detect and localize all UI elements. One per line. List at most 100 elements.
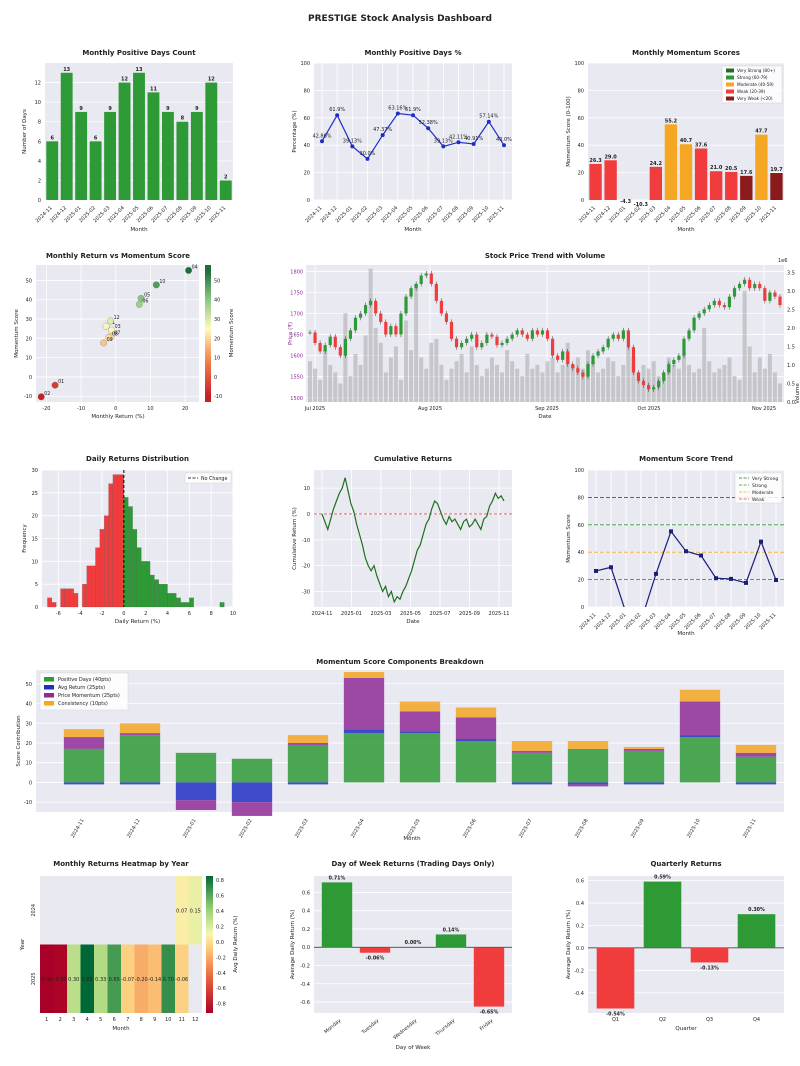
bar	[737, 914, 776, 948]
candle	[540, 330, 545, 335]
x-tick-label: 2025-04	[350, 818, 366, 839]
data-label: 17.6	[740, 170, 753, 176]
volume-bar	[348, 376, 353, 402]
volume-bar	[414, 283, 419, 402]
colorbar-tick: 0.4	[216, 909, 224, 915]
x-tick-label: 2	[144, 611, 147, 617]
x-tick-label: 2025-02	[238, 818, 254, 839]
bar	[694, 148, 708, 200]
data-point	[426, 126, 431, 131]
data-label: 29.0	[604, 154, 617, 160]
y-tick-label: 0.2	[302, 927, 310, 933]
legend-swatch	[726, 82, 734, 87]
cell-label: -0.14	[148, 977, 161, 983]
candle	[439, 300, 443, 314]
volume-bar	[404, 320, 409, 402]
y-axis-label: Frequency	[22, 524, 28, 553]
scatter-point	[102, 322, 110, 330]
colorbar-tick: -0.2	[216, 955, 226, 961]
cell-label: -0.07	[121, 977, 134, 983]
y-tick-label: -0.2	[300, 964, 310, 970]
stacked-bar-segment	[735, 782, 777, 785]
x-tick-label: 9	[153, 1017, 156, 1023]
y-tick-label: 1500	[290, 396, 303, 402]
volume-bar	[747, 346, 752, 402]
x-tick-label: 2025-08	[574, 818, 590, 839]
stacked-bar-segment	[567, 748, 609, 783]
volume-bar	[621, 364, 626, 402]
volume-bar	[444, 379, 449, 402]
chart-score-components: 2024-11 2024-12 2025-01 2025-02 2025-03 2025-…	[24, 670, 784, 839]
legend-label: Moderate (40-59)	[737, 82, 774, 87]
data-label: 47.37%	[373, 127, 392, 133]
data-label: 19.7	[770, 167, 783, 173]
volume-bar	[737, 379, 742, 402]
volume-bar	[580, 368, 585, 402]
data-point	[759, 539, 763, 544]
stacked-bar-segment	[679, 735, 721, 738]
stacked-bar-segment	[231, 802, 273, 816]
y-tick-label: 80	[304, 88, 310, 94]
x-axis-label: Monthly Return (%)	[91, 414, 144, 420]
histogram-bar	[123, 497, 129, 608]
candle	[647, 385, 651, 390]
legend-label: Weak	[752, 497, 765, 503]
volume-bar	[373, 327, 378, 402]
data-point	[669, 529, 673, 534]
chart-quarterly-returns: -0.54%Q1 0.59% Q2 -0.13% Q3 0.30% Q4 -0.4 -0.2 0.…	[574, 875, 784, 1023]
candle	[404, 296, 408, 314]
y2-tick-label: 0.5	[787, 381, 795, 387]
y-tick-label: 0	[35, 605, 38, 611]
x-tick-label: 2024-11	[70, 818, 86, 839]
bar	[359, 947, 391, 953]
y2-tick-label: 3.0	[787, 289, 795, 295]
x-tick-label: 10	[147, 406, 153, 412]
y-tick-label: 10	[32, 559, 38, 565]
candle	[712, 300, 716, 306]
chart-price-volume: 1500 1550 1600 1650 1700 1750 1800 0.0 0.5 1.0 1.5…	[290, 265, 795, 412]
candle	[758, 283, 762, 289]
volume-bar	[429, 342, 434, 402]
data-label: 9	[195, 106, 199, 112]
scatter-point	[100, 339, 108, 347]
volume-bar	[363, 335, 368, 402]
y-tick-label: 4	[38, 159, 41, 165]
colorbar-tick: 40	[214, 298, 220, 304]
colorbar-label: Avg Daily Return (%)	[233, 915, 239, 972]
colorbar-tick: -0.8	[216, 1002, 226, 1008]
y-tick-label: 40	[578, 143, 584, 149]
data-label: 52.38%	[419, 120, 438, 126]
stacked-bar-segment	[567, 784, 609, 787]
histogram-bar	[99, 529, 105, 608]
bar	[679, 144, 693, 200]
legend-swatch	[726, 89, 734, 94]
x-axis-label: Month	[403, 836, 421, 842]
x-tick-label: -6	[56, 611, 61, 617]
stacked-bar-segment	[287, 744, 329, 783]
y-tick-label: 0.2	[576, 923, 584, 929]
y-axis-label: Year	[20, 938, 26, 951]
y-axis-label: Number of Days	[22, 109, 28, 154]
y-tick-label: 40	[578, 550, 584, 556]
volume-bar	[767, 353, 772, 402]
y-tick-label: 2024	[31, 904, 37, 917]
candle	[545, 330, 550, 339]
x-tick-label: 6	[188, 611, 191, 617]
y-tick-label: 60	[578, 116, 584, 122]
candle	[778, 296, 782, 306]
x-axis-label: Month	[130, 227, 148, 233]
data-label: 6	[50, 135, 54, 141]
volume-bar	[616, 376, 621, 402]
histogram-bar	[104, 515, 109, 608]
histogram-bar	[64, 588, 70, 608]
y-axis-label: Score Contribution	[16, 715, 22, 767]
point-label: 09	[107, 337, 113, 343]
y-tick-label: 12	[35, 81, 41, 87]
candle	[672, 359, 676, 365]
bar	[604, 160, 617, 200]
volume-bar	[313, 368, 318, 402]
legend-label: Strong (60-79)	[737, 75, 768, 80]
volume-bar	[722, 364, 727, 402]
candle	[773, 292, 777, 297]
